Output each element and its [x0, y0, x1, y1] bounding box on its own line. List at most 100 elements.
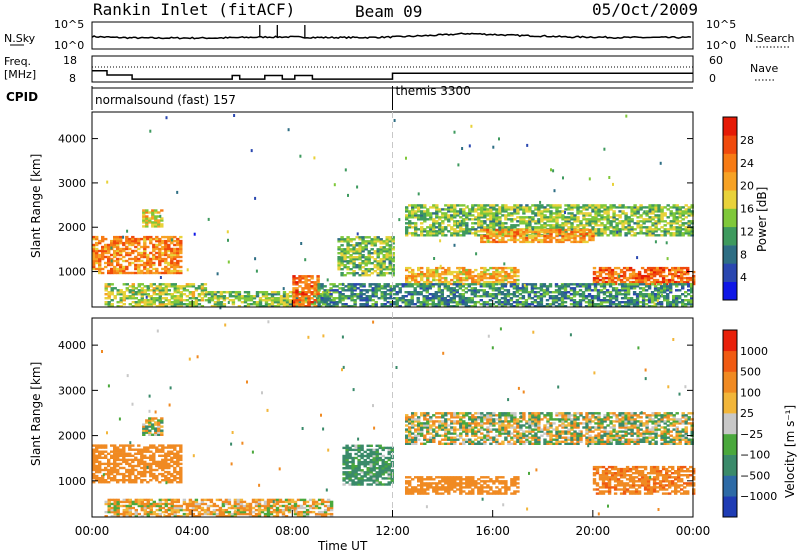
echo-cell	[160, 431, 164, 434]
echo-cell	[367, 250, 371, 253]
echo-cell	[340, 244, 344, 247]
echo-cell	[618, 214, 622, 217]
echo-cell	[513, 272, 517, 276]
echo-cell	[294, 297, 299, 300]
echo-cell	[158, 263, 162, 267]
echo-cell	[173, 454, 177, 457]
echo-cell	[638, 291, 643, 294]
echo-cell	[610, 272, 615, 276]
echo-cell	[635, 297, 640, 300]
echo-cell	[158, 295, 162, 298]
echo-cell	[626, 291, 631, 294]
echo-cell	[492, 230, 496, 234]
echo-cell	[152, 271, 156, 275]
echo-cell	[288, 295, 293, 298]
echo-cell	[356, 283, 360, 286]
echo-cell	[551, 295, 556, 298]
echo-cell	[672, 212, 676, 215]
echo-cell	[561, 216, 565, 219]
echo-cell	[145, 425, 149, 428]
echo-cell	[292, 303, 296, 306]
echo-cell	[620, 283, 625, 286]
echo-cell	[483, 210, 487, 213]
echo-cell	[462, 282, 466, 286]
echo-cell	[131, 285, 135, 288]
echo-cell	[385, 266, 389, 269]
echo-cell	[518, 297, 523, 300]
echo-cell	[507, 232, 511, 235]
echo-cell	[113, 508, 117, 512]
echo-cell	[125, 245, 129, 249]
echo-cell	[570, 230, 574, 234]
echo-cell	[95, 243, 99, 247]
echo-cell	[582, 206, 586, 209]
echo-cell	[426, 226, 430, 229]
echo-cell	[116, 446, 120, 449]
echo-cell	[599, 289, 604, 292]
echo-cell	[639, 224, 643, 227]
echo-cell	[549, 210, 553, 213]
echo-cell	[128, 289, 132, 292]
echo-cell	[498, 278, 502, 282]
echo-cell	[164, 515, 168, 518]
echo-cell	[212, 508, 217, 512]
echo-cell	[651, 206, 655, 209]
echo-cell	[167, 498, 171, 502]
echo-cell	[420, 270, 424, 274]
echo-cell	[385, 244, 389, 247]
echo-cell	[552, 206, 556, 209]
echo-cell	[368, 289, 372, 292]
echo-cell	[444, 216, 448, 219]
echo-cell	[373, 236, 377, 239]
echo-cell	[482, 285, 486, 288]
echo-speck	[186, 268, 189, 272]
echo-cell	[161, 305, 165, 308]
echo-cell	[216, 303, 221, 306]
echo-cell	[636, 224, 640, 227]
echo-cell	[592, 278, 597, 282]
echo-cell	[575, 291, 580, 294]
echo-cell	[428, 293, 432, 296]
echo-cell	[570, 234, 574, 238]
echo-cell	[140, 460, 144, 464]
echo-cell	[425, 291, 429, 294]
echo-cell	[388, 260, 392, 263]
echo-cell	[582, 216, 586, 219]
echo-cell	[361, 238, 365, 241]
echo-cell	[624, 218, 628, 221]
echo-cell	[279, 297, 284, 300]
echo-cell	[213, 305, 218, 308]
echo-cell	[352, 272, 356, 275]
echo-cell	[524, 305, 529, 308]
echo-speck	[433, 257, 436, 260]
echo-cell	[557, 293, 562, 296]
echo-cell	[304, 293, 308, 296]
echo-cell	[572, 295, 577, 298]
echo-cell	[224, 515, 229, 518]
echo-cell	[612, 220, 616, 223]
echo-cell	[573, 230, 577, 234]
echo-cell	[261, 299, 266, 302]
echo-cell	[374, 285, 378, 288]
echo-cell	[642, 226, 646, 229]
echo-cell	[588, 220, 592, 223]
echo-cell	[267, 305, 272, 308]
echo-cell	[107, 255, 111, 259]
echo-cell	[323, 289, 327, 292]
echo-cell	[161, 502, 165, 506]
echo-cell	[672, 226, 676, 229]
echo-cell	[164, 285, 168, 288]
echo-cell	[420, 228, 424, 231]
echo-cell	[131, 237, 135, 241]
echo-cell	[355, 256, 359, 259]
echo-cell	[453, 230, 457, 233]
echo-cell	[545, 287, 550, 290]
echo-cell	[545, 303, 550, 306]
echo-cell	[599, 299, 604, 302]
echo-cell	[434, 291, 438, 294]
echo-cell	[497, 289, 502, 292]
echo-cell	[252, 295, 257, 298]
echo-cell	[504, 218, 508, 221]
echo-cell	[131, 454, 135, 457]
echo-cell	[212, 504, 217, 508]
